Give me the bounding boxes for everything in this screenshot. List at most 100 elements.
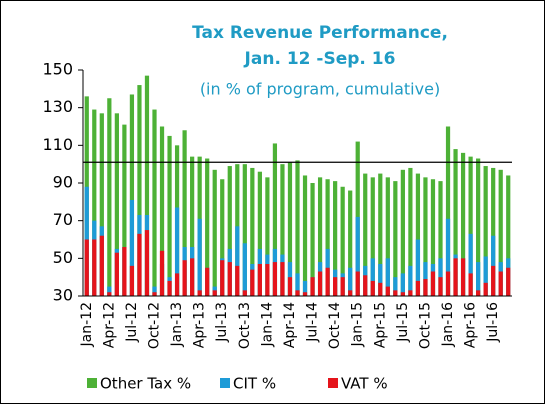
- bar: [445, 218, 451, 296]
- bar: [250, 167, 255, 296]
- bar: [242, 243, 247, 296]
- x-tick-label: Jan-14: [259, 302, 275, 348]
- x-tick-label: Jan-15: [350, 302, 366, 347]
- x-tick-label: Jan-13: [169, 302, 185, 347]
- bar: [310, 183, 315, 296]
- bar: [272, 143, 278, 296]
- bar: [167, 280, 172, 296]
- bar: [317, 177, 323, 296]
- bar: [99, 113, 104, 296]
- bar: [460, 152, 466, 296]
- bar: [197, 218, 202, 296]
- bar: [107, 98, 112, 296]
- bar: [415, 280, 421, 296]
- x-tick-label: Apr-14: [282, 302, 298, 348]
- bar: [476, 158, 481, 296]
- bar: [287, 162, 293, 296]
- bar: [212, 169, 217, 296]
- bar: [408, 290, 413, 296]
- bar: [280, 262, 285, 296]
- bar: [385, 286, 390, 296]
- bar: [506, 175, 511, 296]
- bar: [408, 265, 413, 296]
- bar: [476, 262, 481, 296]
- bar: [159, 250, 165, 296]
- x-tick-label: Apr-15: [372, 302, 388, 348]
- x-tick-label: Oct-14: [327, 302, 343, 349]
- bar: [423, 279, 428, 296]
- bar: [114, 113, 119, 296]
- bar: [114, 252, 119, 296]
- bar: [498, 271, 503, 296]
- bar: [182, 130, 187, 296]
- legend-label: VAT %: [341, 375, 388, 393]
- legend-label: Other Tax %: [100, 375, 191, 393]
- bar: [99, 235, 104, 296]
- bar: [385, 177, 390, 296]
- bar: [265, 263, 270, 296]
- bar: [400, 273, 405, 296]
- bar: [144, 230, 150, 296]
- bar: [272, 262, 278, 296]
- bar: [445, 271, 451, 296]
- bar: [257, 171, 262, 296]
- bar: [340, 277, 345, 296]
- bar: [257, 263, 262, 296]
- bar: [235, 226, 240, 296]
- bar: [220, 260, 225, 296]
- bar: [84, 239, 89, 296]
- bar: [378, 173, 383, 296]
- bar: [122, 124, 127, 296]
- bar: [468, 273, 473, 296]
- x-tick-label: Jul-13: [214, 302, 230, 343]
- bar: [498, 169, 503, 296]
- bar: [453, 149, 458, 296]
- bar: [430, 179, 436, 296]
- bar: [423, 177, 428, 296]
- bar: [340, 186, 345, 296]
- bar: [476, 290, 481, 296]
- bar: [408, 167, 413, 296]
- bar: [438, 181, 443, 296]
- bar: [220, 179, 225, 296]
- bar: [378, 282, 383, 296]
- y-tick-label: 50: [53, 248, 73, 267]
- bar: [182, 260, 187, 296]
- bar: [370, 177, 375, 296]
- bar: [152, 109, 157, 296]
- bar: [325, 179, 330, 296]
- bar: [227, 262, 232, 296]
- bar: [468, 156, 473, 296]
- bar: [235, 265, 240, 296]
- bar: [265, 177, 270, 296]
- x-tick-label: Jul-15: [395, 302, 411, 343]
- bar: [325, 267, 330, 296]
- x-tick-label: Oct-15: [417, 302, 433, 349]
- x-tick-label: Oct-12: [147, 302, 163, 349]
- y-tick-label: 90: [53, 173, 73, 192]
- bar: [212, 290, 217, 296]
- bar: [280, 164, 285, 296]
- bar: [393, 181, 398, 296]
- bar: [363, 275, 368, 296]
- bar: [302, 280, 308, 296]
- bar: [400, 169, 405, 296]
- y-tick-label: 70: [53, 210, 73, 229]
- bar: [227, 166, 232, 296]
- bar: [378, 263, 383, 296]
- bar: [317, 271, 323, 296]
- x-tick-label: Apr-16: [463, 302, 479, 348]
- chart-title: Tax Revenue Performance,: [192, 23, 448, 43]
- bar: [137, 85, 142, 296]
- bar: [333, 181, 338, 296]
- bar: [129, 265, 135, 296]
- bar: [295, 160, 300, 296]
- y-tick-label: 150: [42, 60, 73, 79]
- bar: [483, 282, 488, 296]
- bar: [355, 216, 360, 296]
- x-tick-label: Jul-16: [485, 302, 501, 343]
- bar: [295, 290, 300, 296]
- bar: [129, 199, 135, 296]
- bar: [348, 190, 353, 296]
- x-tick-label: Apr-13: [192, 302, 208, 348]
